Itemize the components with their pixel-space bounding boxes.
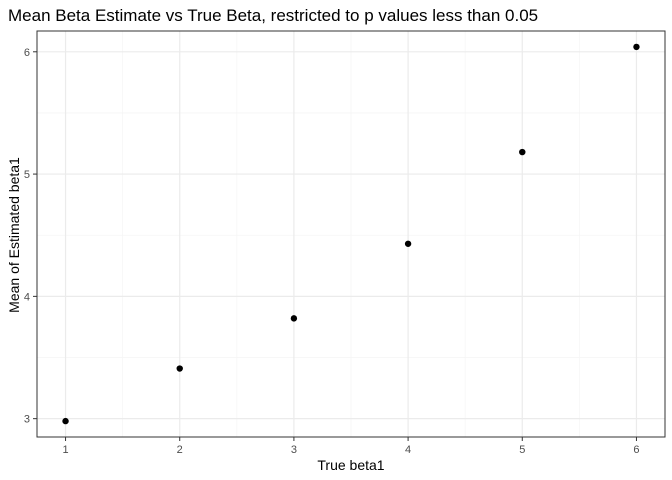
chart-title: Mean Beta Estimate vs True Beta, restric…	[8, 6, 538, 25]
data-point	[62, 417, 69, 425]
major-gridlines	[37, 31, 665, 437]
y-axis-title: Mean of Estimated beta1	[6, 157, 22, 313]
data-point	[404, 240, 412, 247]
data-points	[62, 43, 640, 425]
x-tick-label: 3	[291, 444, 297, 456]
y-tick-label: 3	[24, 414, 30, 426]
data-point	[633, 43, 640, 51]
x-tick-label: 5	[519, 444, 525, 456]
panel-border	[36, 30, 666, 438]
y-tick-label: 6	[24, 47, 30, 59]
x-axis-ticks: 1 2 3 4 5 6	[62, 437, 640, 456]
x-tick-label: 4	[405, 444, 411, 456]
x-tick-label: 2	[177, 444, 183, 456]
data-point	[290, 315, 298, 322]
x-tick-label: 6	[633, 444, 639, 456]
x-tick-label: 1	[62, 444, 68, 456]
y-tick-label: 4	[24, 291, 30, 303]
x-axis-title: True beta1	[317, 457, 384, 473]
y-tick-label: 5	[24, 169, 30, 181]
data-point	[519, 148, 526, 156]
minor-gridlines	[37, 31, 665, 437]
y-axis-ticks: 3 4 5 6	[24, 47, 37, 426]
data-point	[176, 365, 183, 372]
